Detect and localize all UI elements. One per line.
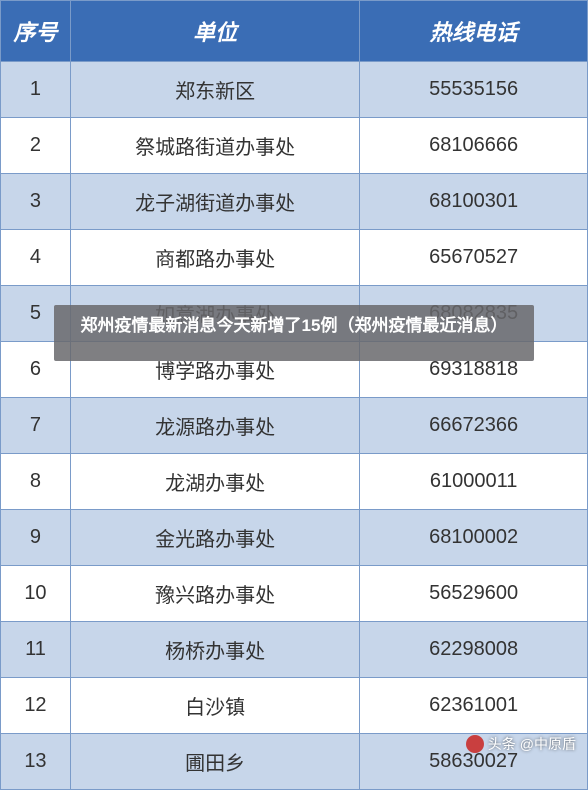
col-header-seq: 序号 xyxy=(1,1,71,62)
cell-phone: 62298008 xyxy=(360,622,588,678)
hotline-table: 序号 单位 热线电话 1郑东新区555351562祭城路街道办事处6810666… xyxy=(0,0,588,790)
cell-unit: 豫兴路办事处 xyxy=(70,566,359,622)
cell-unit: 金光路办事处 xyxy=(70,510,359,566)
cell-seq: 12 xyxy=(1,678,71,734)
watermark-prefix: 头条 xyxy=(488,734,516,754)
table-header-row: 序号 单位 热线电话 xyxy=(1,1,588,62)
cell-unit: 龙子湖街道办事处 xyxy=(70,174,359,230)
table-row: 8龙湖办事处61000011 xyxy=(1,454,588,510)
table-row: 1郑东新区55535156 xyxy=(1,62,588,118)
cell-seq: 2 xyxy=(1,118,71,174)
cell-unit: 商都路办事处 xyxy=(70,230,359,286)
cell-phone: 65670527 xyxy=(360,230,588,286)
watermark-author: @中原盾 xyxy=(520,734,576,754)
cell-seq: 10 xyxy=(1,566,71,622)
cell-phone: 66672366 xyxy=(360,398,588,454)
cell-unit: 龙湖办事处 xyxy=(70,454,359,510)
toutiao-icon xyxy=(466,735,484,753)
table-row: 7龙源路办事处66672366 xyxy=(1,398,588,454)
cell-unit: 祭城路街道办事处 xyxy=(70,118,359,174)
table-row: 10豫兴路办事处56529600 xyxy=(1,566,588,622)
cell-phone: 61000011 xyxy=(360,454,588,510)
cell-seq: 13 xyxy=(1,734,71,790)
table-row: 9金光路办事处68100002 xyxy=(1,510,588,566)
cell-unit: 龙源路办事处 xyxy=(70,398,359,454)
overlay-text: 郑州疫情最新消息今天新增了15例（郑州疫情最近消息） xyxy=(81,316,508,335)
cell-seq: 8 xyxy=(1,454,71,510)
table-row: 11杨桥办事处62298008 xyxy=(1,622,588,678)
col-header-phone: 热线电话 xyxy=(360,1,588,62)
cell-unit: 杨桥办事处 xyxy=(70,622,359,678)
table-row: 4商都路办事处65670527 xyxy=(1,230,588,286)
cell-seq: 1 xyxy=(1,62,71,118)
cell-phone: 55535156 xyxy=(360,62,588,118)
table-row: 3龙子湖街道办事处68100301 xyxy=(1,174,588,230)
cell-seq: 4 xyxy=(1,230,71,286)
cell-phone: 56529600 xyxy=(360,566,588,622)
overlay-banner: 郑州疫情最新消息今天新增了15例（郑州疫情最近消息） xyxy=(54,305,534,361)
table-row: 2祭城路街道办事处68106666 xyxy=(1,118,588,174)
cell-phone: 68100301 xyxy=(360,174,588,230)
cell-phone: 62361001 xyxy=(360,678,588,734)
cell-phone: 68106666 xyxy=(360,118,588,174)
watermark: 头条 @中原盾 xyxy=(466,734,576,754)
table-body: 1郑东新区555351562祭城路街道办事处681066663龙子湖街道办事处6… xyxy=(1,62,588,790)
cell-phone: 68100002 xyxy=(360,510,588,566)
cell-seq: 11 xyxy=(1,622,71,678)
col-header-unit: 单位 xyxy=(70,1,359,62)
cell-unit: 白沙镇 xyxy=(70,678,359,734)
table-row: 12白沙镇62361001 xyxy=(1,678,588,734)
cell-unit: 郑东新区 xyxy=(70,62,359,118)
cell-seq: 7 xyxy=(1,398,71,454)
cell-unit: 圃田乡 xyxy=(70,734,359,790)
cell-seq: 3 xyxy=(1,174,71,230)
cell-seq: 9 xyxy=(1,510,71,566)
